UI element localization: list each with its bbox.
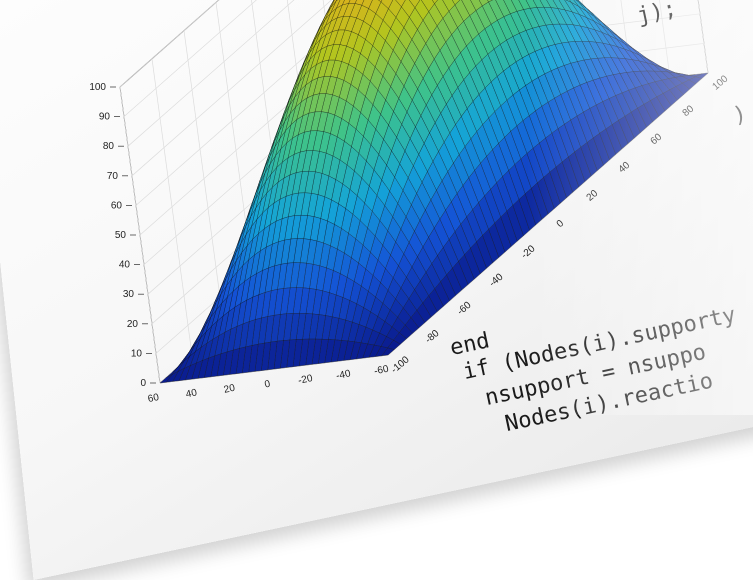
- z-tick-label: 10: [131, 348, 143, 359]
- y-tick-label: 20: [585, 188, 601, 204]
- y-tick-label: 40: [617, 160, 633, 176]
- grid-line: [119, 86, 161, 384]
- z-tick-labels: 0 10 20 30 40 50 60 70 80 90 100: [89, 82, 156, 389]
- z-tick-label: 80: [103, 141, 115, 152]
- x-tick-label: -40: [335, 368, 352, 382]
- x-tick-label: 40: [185, 387, 199, 400]
- y-tick-label: 0: [555, 218, 567, 230]
- y-tick-label: -100: [389, 354, 412, 376]
- grid-line: [151, 58, 193, 355]
- z-tick-label: 100: [89, 82, 106, 93]
- y-tick-label: 80: [681, 103, 697, 119]
- z-tick-label: 30: [123, 289, 135, 300]
- z-tick-label: 40: [119, 260, 131, 271]
- y-tick-label: 100: [710, 73, 730, 92]
- y-tick-label: -20: [519, 243, 537, 261]
- y-tick-label: 60: [649, 131, 665, 147]
- z-tick-label: 70: [107, 171, 119, 182]
- y-tick-label: -80: [423, 328, 441, 346]
- x-tick-label: -60: [373, 364, 390, 378]
- x-tick-label: 0: [264, 379, 272, 391]
- z-tick-label: 90: [99, 112, 111, 123]
- x-tick-label: 60: [147, 392, 161, 405]
- z-tick-label: 50: [115, 230, 127, 241]
- z-tick-label: 0: [140, 378, 146, 389]
- y-tick-label: -60: [455, 300, 473, 318]
- z-tick-label: 60: [111, 200, 123, 211]
- grid-line: [183, 30, 225, 327]
- y-tick-label: -40: [487, 271, 505, 289]
- z-tick-label: 20: [127, 319, 139, 330]
- x-tick-label: -20: [297, 373, 314, 387]
- x-tick-label: 20: [223, 383, 237, 396]
